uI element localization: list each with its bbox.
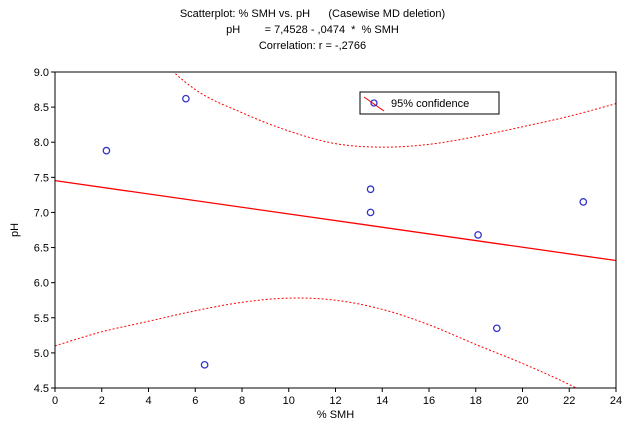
data-point [366, 185, 375, 194]
chart-title-line: Scatterplot: % SMH vs. pH (Casewise MD d… [0, 6, 625, 22]
chart-title-block: Scatterplot: % SMH vs. pH (Casewise MD d… [0, 6, 625, 54]
y-axis-label: pH [9, 223, 21, 237]
data-point [366, 208, 375, 217]
legend-point-swatch [370, 99, 378, 107]
data-point [182, 94, 190, 103]
regression-line-layer [55, 180, 616, 262]
x-tick-label: 22 [563, 395, 575, 407]
chart-title: Scatterplot: % SMH vs. pH [179, 8, 311, 20]
chart-title-note: (Casewise MD deletion) [328, 8, 446, 20]
data-point [579, 198, 588, 206]
x-tick-label: 2 [99, 395, 105, 407]
legend-label: 95% confidence [391, 98, 469, 110]
x-tick-label: 20 [516, 395, 528, 407]
y-tick-label: 7.5 [34, 172, 49, 184]
x-tick-label: 6 [192, 395, 198, 407]
plot-frame [54, 71, 617, 389]
x-tick-label: 4 [145, 395, 151, 407]
y-tick-label: 9.0 [34, 67, 49, 79]
x-tick-label: 12 [329, 395, 341, 407]
y-tick-label: 6.5 [34, 243, 49, 255]
legend-box [359, 91, 500, 115]
x-tick-label: 16 [423, 395, 435, 407]
x-tick-label: 14 [376, 395, 388, 407]
regression-equation: pH = 7,4528 - ,0474 * % SMH [226, 24, 399, 36]
y-axis-ticks: 4.5 5.0 5.5 6.0 6.5 7.0 7.5 8.0 8.5 9.0 [34, 67, 55, 395]
x-tick-label: 10 [283, 395, 295, 407]
x-axis-label: % SMH [317, 409, 354, 421]
data-point [102, 146, 111, 155]
x-axis-ticks: 0 2 4 6 8 10 12 14 16 18 20 22 24 [52, 388, 622, 407]
legend-line-swatch [363, 96, 385, 112]
y-tick-label: 6.0 [34, 278, 49, 290]
confidence-band-layer [55, 72, 616, 388]
y-tick-label: 5.0 [34, 348, 49, 360]
x-tick-label: 0 [52, 395, 58, 407]
confidence-upper-curve [172, 72, 616, 148]
data-point [492, 324, 501, 333]
data-point [200, 360, 209, 369]
legend: 95% confidence [359, 91, 500, 115]
y-tick-label: 8.5 [34, 102, 49, 114]
x-tick-label: 18 [470, 395, 482, 407]
y-tick-label: 8.0 [34, 137, 49, 149]
data-point [474, 231, 482, 239]
correlation-text: Correlation: r = -,2766 [258, 40, 367, 52]
y-tick-label: 5.5 [34, 313, 49, 325]
x-tick-label: 8 [239, 395, 245, 407]
points-layer [102, 94, 588, 369]
y-tick-label: 7.0 [34, 207, 49, 219]
x-tick-label: 24 [610, 395, 622, 407]
y-tick-label: 4.5 [34, 383, 49, 395]
confidence-lower-curve [55, 297, 578, 388]
regression-line [55, 180, 616, 262]
